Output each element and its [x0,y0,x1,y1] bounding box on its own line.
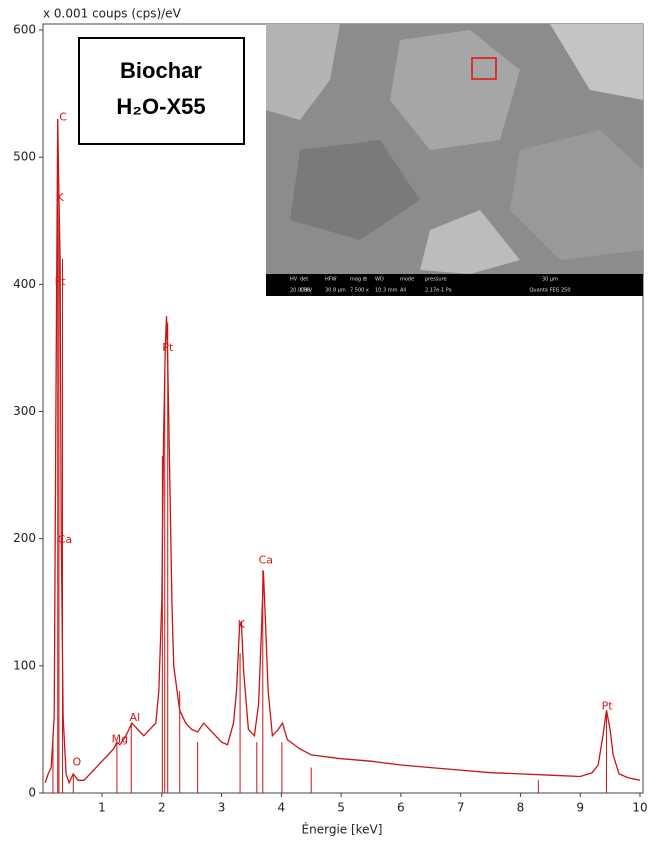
sem-info-text: 7 500 x [350,288,369,294]
x-tick-label: 6 [397,801,405,815]
sem-crystal [390,30,520,150]
sem-info-text: 20.00 kV [290,288,313,294]
sample-label: Biochar [120,58,202,83]
element-label: O [73,755,82,768]
sem-info-text: 30 µm [542,277,558,283]
sample-label: H₂O-X55 [116,94,205,119]
x-tick-label: 2 [158,801,166,815]
y-tick-label: 100 [13,658,36,672]
y-tick-label: 400 [13,277,36,291]
sem-info-text: mag ⊞ [350,277,367,283]
x-tick-label: 1 [98,801,106,815]
y-axis-label: x 0.001 coups (cps)/eV [43,7,182,21]
sem-selection [471,57,497,80]
x-tick-label: 10 [632,801,647,815]
y-tick-label: 600 [13,23,36,37]
element-label: C [59,111,67,124]
x-tick-label: 3 [218,801,226,815]
sem-info-text: 30.8 µm [325,288,346,294]
y-tick-label: 300 [13,404,36,418]
sem-info-text: CBS [300,288,310,294]
sem-crystal [510,130,643,260]
x-axis-label: Énergie [keV] [302,822,383,837]
sem-info-text: 10.3 mm [375,288,398,294]
element-label: K [238,618,246,631]
sem-info-text: HFW [325,277,337,283]
sem-crystal [266,24,340,120]
sem-info-text: 2.17e-1 Pa [425,288,452,294]
sem-info-text: det [300,277,308,283]
x-tick-label: 7 [457,801,465,815]
element-label: Pt [162,341,174,354]
element-label: Ca [58,533,72,546]
element-label: Pt [602,700,614,713]
sem-crystal [550,24,643,100]
spectrum-line [44,118,641,785]
sem-info-bar [266,274,643,296]
element-label: Ca [259,553,273,566]
sem-info-text: pressure [425,277,447,283]
element-label: Mg [112,733,128,746]
sem-info-text: All [400,288,406,294]
element-label: Pt [55,275,67,288]
sem-info-text: HV [290,277,298,283]
element-label: Al [130,711,141,724]
y-tick-label: 200 [13,531,36,545]
x-tick-label: 8 [517,801,525,815]
sem-crystal [420,210,520,274]
sem-info-text: Quanta FEG 250 [530,288,571,294]
sem-crystal [290,140,420,240]
x-tick-label: 5 [337,801,345,815]
element-label: K [57,191,65,204]
sample-box [78,37,245,145]
sem-info-text: WD [375,277,384,283]
y-tick-label: 0 [28,786,36,800]
x-tick-label: 9 [576,801,584,815]
sem-info-text: mode [400,277,414,283]
y-tick-label: 500 [13,150,36,164]
x-tick-label: 4 [277,801,285,815]
